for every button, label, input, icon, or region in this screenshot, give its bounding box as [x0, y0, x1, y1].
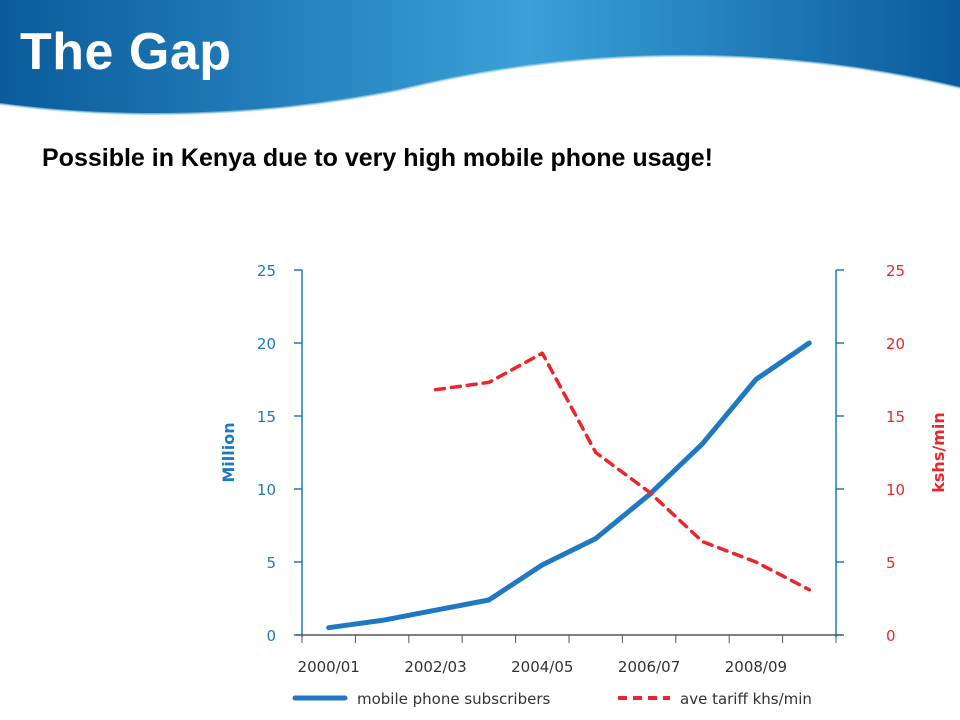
- x-tick-label: 2008/09: [725, 658, 787, 676]
- x-tick-label: 2002/03: [404, 658, 466, 676]
- right-tick-label: 0: [886, 627, 896, 645]
- dual-axis-line-chart: 0 5 10 15 20 25 0 5 10 15 20 25 Million kshs/min 2000/…: [219, 262, 948, 708]
- right-axis-title: kshs/min: [929, 412, 948, 492]
- left-tick-label: 20: [257, 335, 276, 353]
- subscribers-line: [326, 340, 812, 631]
- x-tick-label: 2000/01: [298, 658, 360, 676]
- left-tick-label: 15: [257, 408, 276, 426]
- right-tick-label: 25: [886, 262, 905, 280]
- header-banner: [0, 0, 960, 116]
- right-tick-label: 15: [886, 408, 905, 426]
- legend-label-subscribers: mobile phone subscribers: [357, 690, 551, 708]
- left-tick-label: 0: [266, 627, 276, 645]
- left-tick-label: 25: [257, 262, 276, 280]
- left-tick-label: 5: [266, 554, 276, 572]
- page-title: The Gap: [20, 23, 232, 81]
- left-tick-label: 10: [257, 481, 276, 499]
- right-tick-label: 10: [886, 481, 905, 499]
- subtitle: Possible in Kenya due to very high mobil…: [42, 144, 713, 172]
- left-axis-title: Million: [219, 422, 238, 482]
- legend-label-tariff: ave tariff khs/min: [680, 690, 812, 708]
- series-layer: [326, 340, 812, 631]
- ticks: 0 5 10 15 20 25 0 5 10 15 20 25 Million kshs/min 2000/…: [219, 262, 948, 676]
- x-tick-label: 2004/05: [511, 658, 573, 676]
- right-tick-label: 20: [886, 335, 905, 353]
- tariff-line: [433, 351, 812, 592]
- right-tick-label: 5: [886, 554, 896, 572]
- x-tick-label: 2006/07: [618, 658, 680, 676]
- axes: [296, 270, 842, 637]
- legend: mobile phone subscribers ave tariff khs/m…: [292, 690, 812, 708]
